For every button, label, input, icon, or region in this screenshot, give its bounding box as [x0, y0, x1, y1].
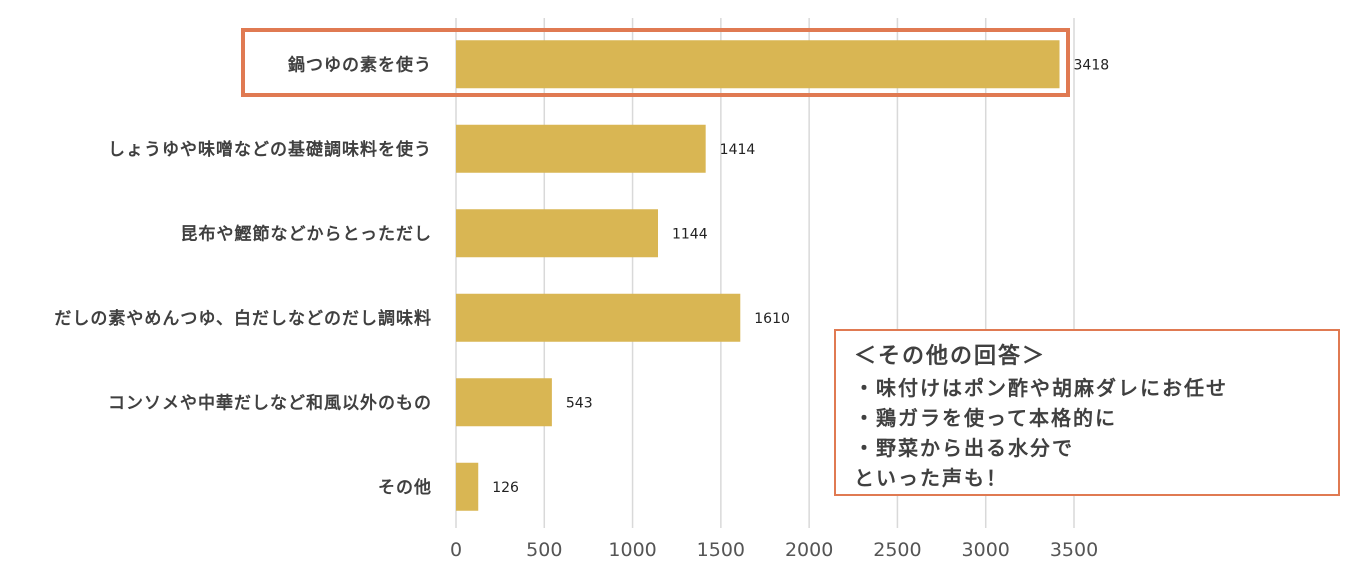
bar [456, 293, 741, 342]
x-tick-label: 3500 [1050, 539, 1098, 561]
x-tick-label: 1000 [608, 539, 656, 561]
value-label: 3418 [1074, 57, 1110, 73]
note-line-3: ・野菜から出る水分で [854, 436, 1074, 460]
bar [456, 209, 658, 258]
value-labels: 3418 1414 1144 1610 543 126 [492, 57, 1109, 496]
category-label: しょうゆや味噌などの基礎調味料を使う [108, 139, 432, 160]
note-title: ＜その他の回答＞ [854, 344, 1047, 369]
x-tick-label: 500 [526, 539, 562, 561]
note-line-4: といった声も！ [854, 466, 1008, 490]
gridlines [455, 18, 1075, 528]
x-tick-label: 0 [450, 539, 462, 561]
note-line-1: ・味付けはポン酢や胡麻ダレにお任せ [854, 376, 1228, 400]
x-tick-label: 2500 [873, 539, 921, 561]
other-answers-box: ＜その他の回答＞ ・味付けはポン酢や胡麻ダレにお任せ ・鶏ガラを使って本格的に … [834, 329, 1340, 496]
category-label: だしの素やめんつゆ、白だしなどのだし調味料 [54, 308, 432, 329]
x-tick-label: 2000 [785, 539, 833, 561]
value-label: 1414 [720, 142, 756, 158]
x-axis-ticks: 0 500 1000 1500 2000 2500 3000 3500 [450, 539, 1098, 561]
bar [456, 462, 479, 511]
highlight-frame [241, 28, 1070, 97]
note-line-2: ・鶏ガラを使って本格的に [854, 406, 1117, 430]
x-tick-label: 3000 [962, 539, 1010, 561]
value-label: 543 [566, 395, 593, 411]
category-label: コンソメや中華だしなど和風以外のもの [108, 392, 432, 413]
value-label: 126 [492, 480, 519, 496]
bars [456, 40, 1060, 511]
value-label: 1610 [754, 311, 790, 327]
x-tick-label: 1500 [697, 539, 745, 561]
category-label: 昆布や鰹節などからとっただし [181, 223, 433, 244]
category-label: 鍋つゆの素を使う [288, 54, 432, 75]
category-labels: 鍋つゆの素を使うしょうゆや味噌などの基礎調味料を使う昆布や鰹節などからとっただし… [54, 54, 433, 498]
category-label: その他 [378, 477, 432, 498]
bar [456, 378, 552, 427]
value-label: 1144 [672, 226, 708, 242]
bar [456, 124, 706, 173]
bar [456, 40, 1060, 89]
